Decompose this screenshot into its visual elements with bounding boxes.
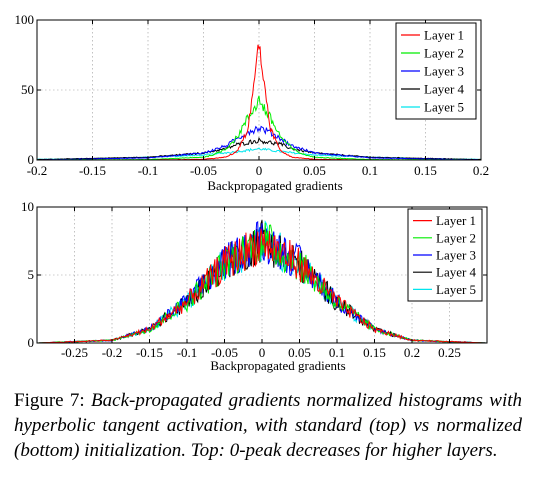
figure-caption: Figure 7: Back-propagated gradients norm… <box>14 388 522 463</box>
x-tick-label: 0.2 <box>473 163 489 178</box>
x-ticks: -0.2 -0.15 -0.1 -0.05 0 0.05 0.1 0.15 0.2 <box>27 20 489 178</box>
legend-label: Layer 3 <box>424 64 464 79</box>
y-tick-label: 5 <box>28 267 35 282</box>
x-tick-label: 0.05 <box>288 345 311 360</box>
y-tick-label: 50 <box>21 82 34 97</box>
y-ticks: 0 5 10 <box>21 199 487 350</box>
legend-label: Layer 2 <box>424 46 464 61</box>
x-tick-label: -0.2 <box>27 163 48 178</box>
series-line-layer-1 <box>37 44 481 160</box>
grid-lines <box>37 20 481 160</box>
x-tick-label: 0 <box>259 345 266 360</box>
x-tick-label: 0.1 <box>329 345 345 360</box>
x-tick-label: -0.15 <box>79 163 106 178</box>
x-axis-label: Backpropagated gradients <box>207 178 342 193</box>
y-tick-label: 0 <box>28 152 35 167</box>
x-tick-label: -0.05 <box>190 163 217 178</box>
legend-label: Layer 1 <box>424 28 464 43</box>
x-tick-label: -0.1 <box>138 163 159 178</box>
x-tick-label: -0.05 <box>211 345 238 360</box>
y-ticks: 0 50 100 <box>15 12 481 167</box>
x-axis-label: Backpropagated gradients <box>210 358 345 373</box>
series-line-layer-4 <box>37 137 481 160</box>
x-tick-label: 0.2 <box>404 345 420 360</box>
x-tick-label: -0.25 <box>61 345 88 360</box>
y-tick-label: 100 <box>15 12 35 27</box>
x-tick-label: -0.15 <box>136 345 163 360</box>
series-line-layer-3 <box>37 125 481 160</box>
legend: Layer 1 Layer 2 Layer 3 Layer 4 Layer 5 <box>395 22 477 120</box>
x-tick-label: 0.15 <box>414 163 437 178</box>
figure-7-charts: -0.2 -0.15 -0.1 -0.05 0 0.05 0.1 0.15 0.2050100B… <box>15 12 490 373</box>
x-tick-label: 0.15 <box>363 345 386 360</box>
caption-label: Figure 7: <box>14 390 85 411</box>
x-tick-label: 0.25 <box>438 345 461 360</box>
legend-label: Layer 5 <box>436 282 476 297</box>
chart-top-panel: -0.2 -0.15 -0.1 -0.05 0 0.05 0.1 0.15 0.2 0 50 100 B… <box>15 12 490 193</box>
legend-label: Layer 2 <box>436 230 476 245</box>
x-tick-label: -0.2 <box>102 345 123 360</box>
x-tick-label: 0.05 <box>303 163 326 178</box>
legend-label: Layer 3 <box>436 248 476 263</box>
legend-label: Layer 1 <box>436 213 476 228</box>
legend-label: Layer 4 <box>436 265 477 280</box>
x-ticks: -0.25 -0.2 -0.15 -0.1 -0.05 0 0.05 0.1 0.15 0.2 0.… <box>61 207 461 360</box>
caption-text: Back-propagated gradients normalized his… <box>14 390 523 461</box>
x-tick-label: 0 <box>256 163 263 178</box>
y-tick-label: 0 <box>28 335 35 350</box>
legend: Layer 1 Layer 2 Layer 3 Layer 4 Layer 5 <box>407 208 483 302</box>
x-tick-label: -0.1 <box>177 345 198 360</box>
y-tick-label: 10 <box>21 199 34 214</box>
legend-label: Layer 4 <box>424 82 465 97</box>
legend-label: Layer 5 <box>424 100 464 115</box>
chart-bottom-panel: -0.25 -0.2 -0.15 -0.1 -0.05 0 0.05 0.1 0.15 0.2 0.… <box>21 199 488 373</box>
x-tick-label: 0.1 <box>362 163 378 178</box>
